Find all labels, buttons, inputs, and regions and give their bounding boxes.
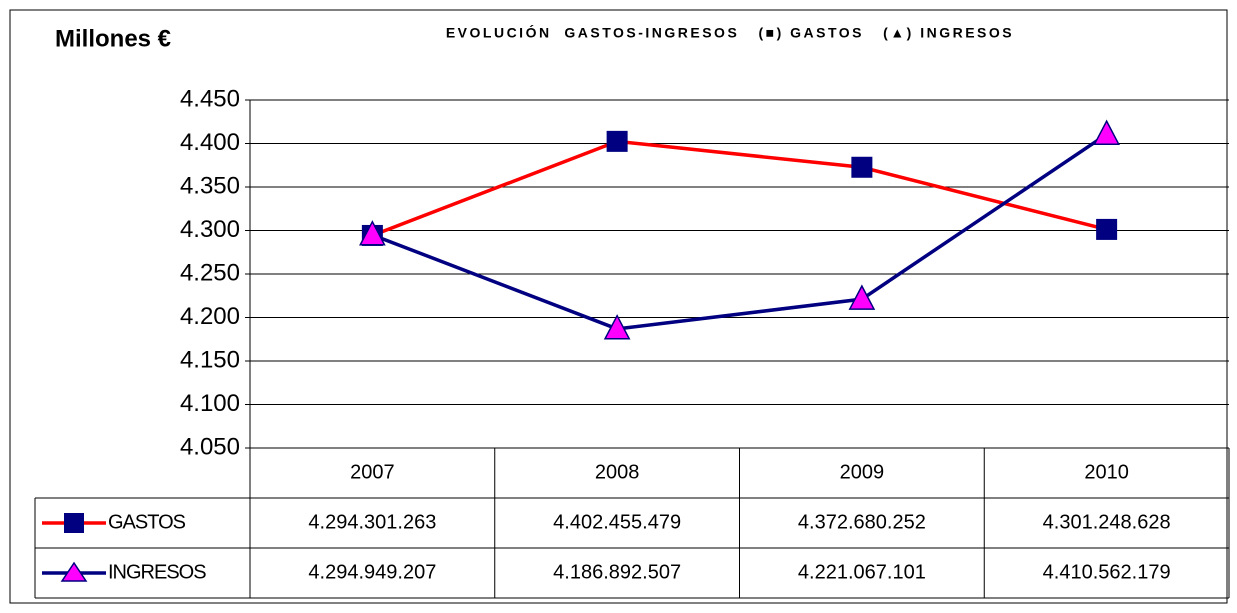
y-tick-label: 4.050 xyxy=(180,433,240,460)
data-label: 4.301.248.628 xyxy=(1043,511,1171,533)
x-tick-label: 2008 xyxy=(595,461,640,483)
marker xyxy=(1093,119,1120,145)
y-tick-label: 4.300 xyxy=(180,216,240,243)
series-line xyxy=(371,132,1108,331)
y-tick-label: 4.100 xyxy=(180,390,240,417)
data-label: 4.221.067.101 xyxy=(798,561,926,583)
y-axis-label: Millones € xyxy=(55,25,171,52)
marker xyxy=(606,130,628,152)
x-tick-label: 2009 xyxy=(840,461,885,483)
legend-marker xyxy=(60,561,88,582)
chart-title: EVOLUCIÓN GASTOS-INGRESOS (■) GASTOS (▲)… xyxy=(446,24,1014,41)
data-label: 4.294.301.263 xyxy=(308,511,436,533)
chart-border xyxy=(9,9,1228,604)
data-label: 4.294.949.207 xyxy=(308,561,436,583)
legend-marker xyxy=(64,513,84,533)
data-label: 4.402.455.479 xyxy=(553,511,681,533)
x-tick-label: 2007 xyxy=(350,461,395,483)
y-tick-label: 4.350 xyxy=(180,172,240,199)
marker xyxy=(848,284,876,310)
legend-label: GASTOS xyxy=(108,511,186,533)
x-tick-label: 2010 xyxy=(1084,461,1129,483)
y-tick-label: 4.400 xyxy=(180,129,240,156)
y-tick-label: 4.150 xyxy=(180,346,240,373)
series-line xyxy=(371,139,1108,238)
marker xyxy=(359,220,386,246)
y-tick-label: 4.450 xyxy=(180,85,240,112)
marker xyxy=(603,314,631,340)
y-tick-label: 4.250 xyxy=(180,259,240,286)
marker xyxy=(1096,218,1118,240)
y-tick-label: 4.200 xyxy=(180,303,240,330)
data-label: 4.186.892.507 xyxy=(553,561,681,583)
data-label: 4.410.562.179 xyxy=(1043,561,1171,583)
data-label: 4.372.680.252 xyxy=(798,511,926,533)
marker xyxy=(851,156,873,178)
legend-label: INGRESOS xyxy=(108,561,206,583)
